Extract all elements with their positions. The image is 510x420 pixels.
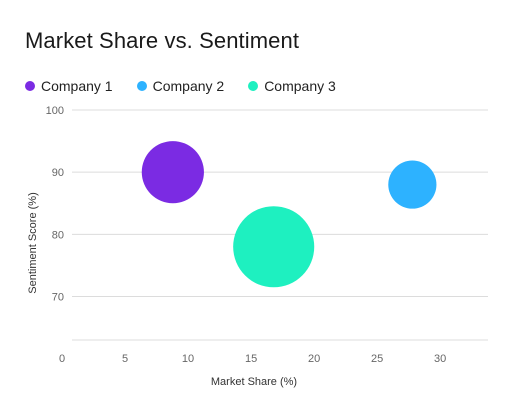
x-tick-label-0: 0 xyxy=(59,353,65,365)
legend: Company 1 Company 2 Company 3 xyxy=(25,78,336,94)
legend-label-company-1: Company 1 xyxy=(41,78,113,94)
legend-swatch-company-2 xyxy=(136,81,147,91)
legend-item-company-3[interactable]: Company 3 xyxy=(248,78,336,94)
y-tick-label-90: 90 xyxy=(52,167,64,179)
legend-label-company-2: Company 2 xyxy=(152,78,225,94)
bubble-company-2[interactable] xyxy=(388,160,437,209)
y-tick-label-80: 80 xyxy=(52,229,64,241)
x-tick-label-25: 25 xyxy=(371,353,383,365)
legend-label-company-3: Company 3 xyxy=(264,78,336,94)
y-tick-label-100: 100 xyxy=(46,105,64,117)
bubbles xyxy=(141,141,437,288)
chart-title: Market Share vs. Sentiment xyxy=(25,28,300,53)
bubble-company-3[interactable] xyxy=(233,206,315,288)
x-axis-label: Market Share (%) xyxy=(211,376,297,388)
legend-item-company-1[interactable]: Company 1 xyxy=(25,78,113,94)
x-tick-label-10: 10 xyxy=(182,353,194,365)
legend-swatch-company-3 xyxy=(248,81,259,91)
x-tick-label-30: 30 xyxy=(434,353,446,365)
x-tick-label-5: 5 xyxy=(122,353,128,365)
y-axis-label: Sentiment Score (%) xyxy=(27,192,39,293)
x-tick-label-20: 20 xyxy=(308,353,320,365)
bubble-company-1[interactable] xyxy=(141,141,204,204)
tick-labels: 70 80 90 100 0 5 10 15 20 25 30 xyxy=(46,105,447,365)
legend-swatch-company-1 xyxy=(25,81,35,91)
legend-item-company-2[interactable]: Company 2 xyxy=(136,78,225,94)
x-tick-label-15: 15 xyxy=(245,353,257,365)
y-tick-label-70: 70 xyxy=(52,291,64,303)
